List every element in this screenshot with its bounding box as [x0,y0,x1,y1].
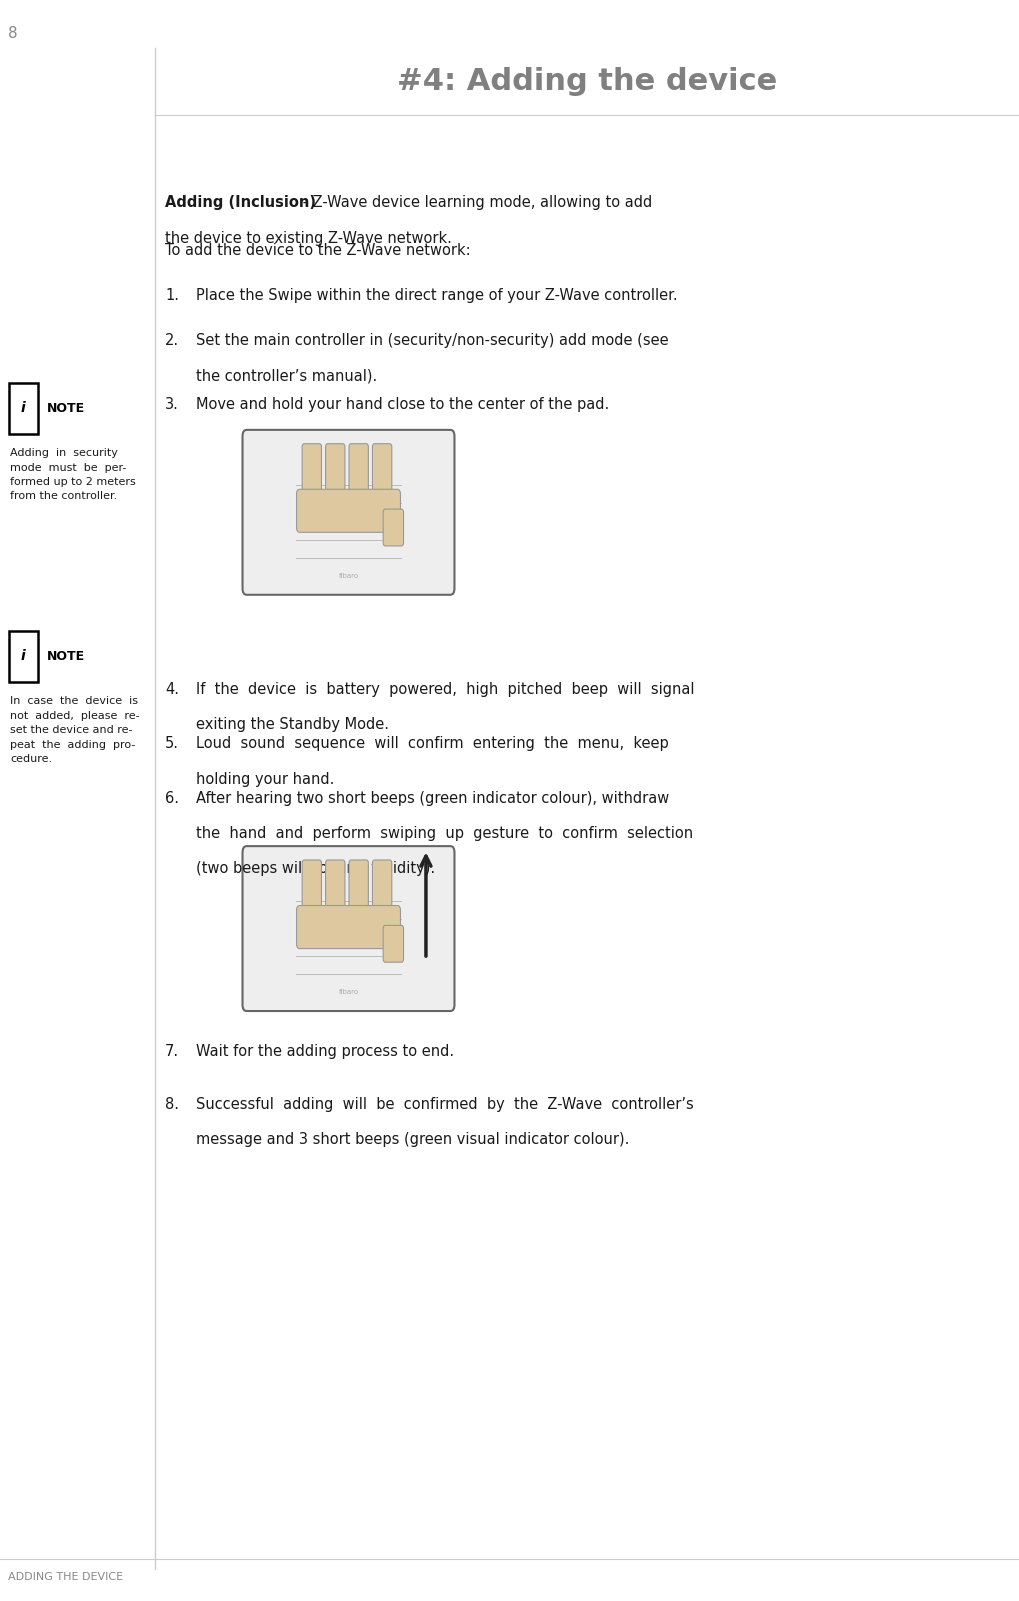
FancyBboxPatch shape [9,631,38,682]
FancyBboxPatch shape [373,860,391,919]
Text: - Z-Wave device learning mode, allowing to add: - Z-Wave device learning mode, allowing … [298,195,652,210]
Text: exiting the Standby Mode.: exiting the Standby Mode. [196,717,388,732]
Text: Loud  sound  sequence  will  confirm  entering  the  menu,  keep: Loud sound sequence will confirm enterin… [196,736,668,751]
Text: Adding (Inclusion): Adding (Inclusion) [165,195,316,210]
Text: To add the device to the Z-Wave network:: To add the device to the Z-Wave network: [165,243,471,258]
Text: NOTE: NOTE [47,650,85,663]
FancyBboxPatch shape [243,429,454,594]
FancyBboxPatch shape [383,925,404,962]
Text: i: i [21,402,25,415]
Text: NOTE: NOTE [47,402,85,415]
FancyBboxPatch shape [348,860,368,919]
Text: In  case  the  device  is
not  added,  please  re-
set the device and re-
peat  : In case the device is not added, please … [10,696,140,764]
Text: Adding  in  security
mode  must  be  per-
formed up to 2 meters
from the control: Adding in security mode must be per- for… [10,448,136,501]
Text: 4.: 4. [165,682,179,696]
Text: Successful  adding  will  be  confirmed  by  the  Z-Wave  controller’s: Successful adding will be confirmed by t… [196,1097,693,1111]
Text: 3.: 3. [165,397,179,411]
FancyBboxPatch shape [302,443,322,503]
FancyBboxPatch shape [373,443,391,503]
Text: 7.: 7. [165,1044,179,1058]
Text: Wait for the adding process to end.: Wait for the adding process to end. [196,1044,453,1058]
Text: 5.: 5. [165,736,179,751]
FancyBboxPatch shape [243,845,454,1012]
Text: 6.: 6. [165,791,179,805]
Text: (two beeps will confirm validity).: (two beeps will confirm validity). [196,861,435,876]
FancyBboxPatch shape [9,383,38,434]
Text: 8: 8 [8,26,17,40]
Text: Move and hold your hand close to the center of the pad.: Move and hold your hand close to the cen… [196,397,609,411]
FancyBboxPatch shape [325,443,344,503]
FancyBboxPatch shape [348,443,368,503]
Text: #4: Adding the device: #4: Adding the device [396,67,777,96]
Text: After hearing two short beeps (green indicator colour), withdraw: After hearing two short beeps (green ind… [196,791,668,805]
Text: fibaro: fibaro [338,989,359,994]
Text: 8.: 8. [165,1097,179,1111]
Text: ADDING THE DEVICE: ADDING THE DEVICE [8,1572,123,1582]
Text: If  the  device  is  battery  powered,  high  pitched  beep  will  signal: If the device is battery powered, high p… [196,682,694,696]
Text: i: i [21,650,25,663]
Text: 2.: 2. [165,333,179,347]
Text: holding your hand.: holding your hand. [196,772,334,786]
Text: Set the main controller in (security/non-security) add mode (see: Set the main controller in (security/non… [196,333,668,347]
Text: fibaro: fibaro [338,573,359,578]
Text: the device to existing Z-Wave network.: the device to existing Z-Wave network. [165,231,452,245]
FancyBboxPatch shape [297,490,400,532]
FancyBboxPatch shape [383,509,404,546]
FancyBboxPatch shape [297,906,400,948]
FancyBboxPatch shape [325,860,344,919]
Text: message and 3 short beeps (green visual indicator colour).: message and 3 short beeps (green visual … [196,1132,629,1146]
Text: 1.: 1. [165,288,179,303]
Text: the  hand  and  perform  swiping  up  gesture  to  confirm  selection: the hand and perform swiping up gesture … [196,826,693,841]
FancyBboxPatch shape [302,860,322,919]
Text: the controller’s manual).: the controller’s manual). [196,368,377,383]
Text: Place the Swipe within the direct range of your Z-Wave controller.: Place the Swipe within the direct range … [196,288,678,303]
